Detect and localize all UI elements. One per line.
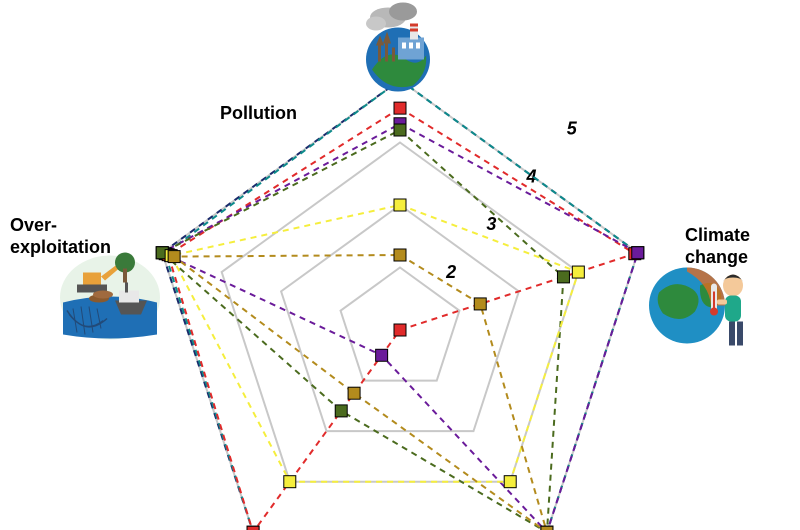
series-marker <box>348 387 360 399</box>
series-marker <box>394 324 406 336</box>
series-marker <box>376 349 388 361</box>
series-marker <box>394 102 406 114</box>
series-marker <box>474 298 486 310</box>
series-line <box>162 80 638 530</box>
axis-label-text-l1: Over- <box>10 215 57 235</box>
over-exploitation-icon <box>55 243 165 348</box>
climate-change-icon <box>645 248 755 363</box>
series-marker <box>557 271 569 283</box>
series-marker <box>504 476 516 488</box>
grid-rings <box>162 80 638 530</box>
series-line <box>171 205 578 482</box>
ring-label: 5 <box>567 118 578 138</box>
pollution-icon <box>348 0 448 103</box>
axis-label-pollution: Pollution <box>220 103 297 125</box>
series-marker <box>572 266 584 278</box>
series-marker <box>394 249 406 261</box>
series-marker <box>168 251 180 263</box>
ring-label: 4 <box>526 166 537 186</box>
series-marker <box>632 247 644 259</box>
series-marker <box>284 476 296 488</box>
ring-label: 3 <box>486 214 496 234</box>
series-group <box>162 80 638 530</box>
axis-label-text: Pollution <box>220 103 297 123</box>
series-marker <box>394 124 406 136</box>
ring-label: 2 <box>445 262 456 282</box>
series-marker <box>541 526 553 530</box>
series-marker <box>335 405 347 417</box>
axis-label-text-l1: Climate <box>685 225 750 245</box>
series-marker <box>394 199 406 211</box>
series-marker <box>247 526 259 530</box>
series-line <box>162 130 563 530</box>
